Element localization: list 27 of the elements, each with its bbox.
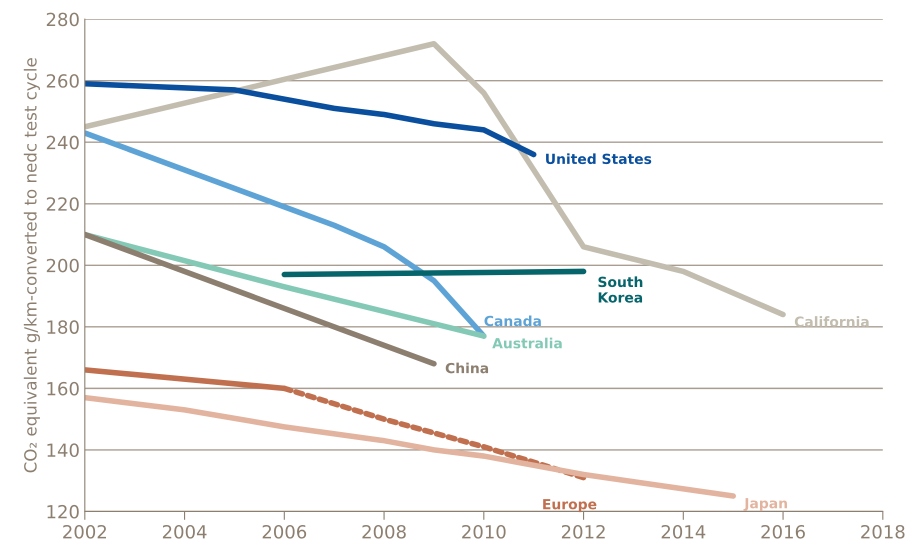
y-tick-label: 240 xyxy=(46,136,79,150)
y-tick-label: 200 xyxy=(46,258,79,272)
y-tick-label: 280 xyxy=(46,12,79,26)
y-tick-label: 140 xyxy=(47,443,79,458)
y-tick-label: 120 xyxy=(47,504,79,519)
series-label: South Korea xyxy=(598,276,642,303)
x-tick-label: 2006 xyxy=(262,524,306,539)
x-tick-label: 2010 xyxy=(462,524,506,539)
x-tick-label: 2014 xyxy=(662,524,706,539)
y-tick-label: 260 xyxy=(46,74,79,88)
series-label: China xyxy=(446,362,488,374)
y-tick-label: 180 xyxy=(47,320,79,334)
x-tick-label: 2004 xyxy=(162,524,207,539)
y-axis-title: CO₂ equivalent g/km-converted to nedc test cycle xyxy=(24,58,40,472)
x-tick-label: 2018 xyxy=(861,524,905,539)
series-label: United States xyxy=(546,153,652,164)
x-tick-label: 2012 xyxy=(562,524,605,539)
x-tick-label: 2002 xyxy=(63,524,106,539)
series-label: Canada xyxy=(484,315,541,326)
series-label: Europe xyxy=(543,499,596,512)
series-label: California xyxy=(794,316,869,327)
series-label: Australia xyxy=(492,338,562,348)
x-tick-label: 2016 xyxy=(761,524,805,539)
series-label: Japan xyxy=(744,498,787,512)
y-tick-label: 220 xyxy=(46,197,79,211)
x-tick-label: 2008 xyxy=(362,524,406,539)
y-tick-label: 160 xyxy=(47,382,79,396)
